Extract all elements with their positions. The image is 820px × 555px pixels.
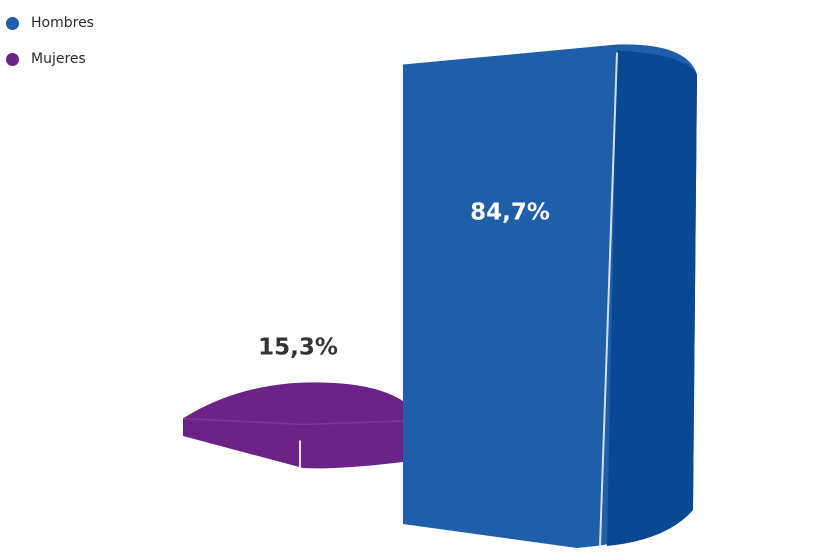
bar-body — [183, 382, 420, 469]
bar-edge — [182, 417, 421, 426]
bar-mujeres — [182, 382, 421, 469]
bar-highlight — [599, 52, 618, 547]
data-labels: 15,3% 84,7% — [258, 200, 550, 361]
bars — [182, 44, 697, 548]
legend-label-hombres: Hombres — [31, 15, 94, 31]
legend: Hombres Mujeres — [6, 12, 94, 84]
data-label-hombres: 84,7% — [470, 200, 550, 226]
legend-swatch-hombres — [6, 16, 19, 30]
legend-item-hombres: Hombres — [6, 12, 94, 34]
legend-label-mujeres: Mujeres — [31, 51, 86, 67]
bar-side — [607, 50, 697, 546]
data-label-mujeres: 15,3% — [258, 334, 338, 360]
legend-item-mujeres: Mujeres — [6, 48, 94, 70]
bar-hombres — [403, 44, 697, 548]
legend-swatch-mujeres — [6, 52, 19, 66]
